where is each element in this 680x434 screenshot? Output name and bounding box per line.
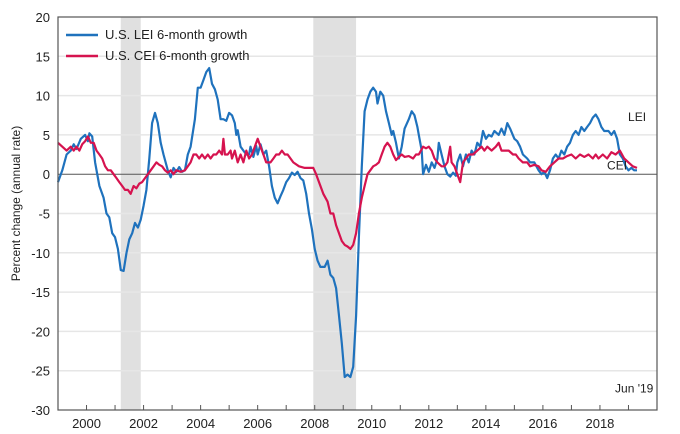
y-tick-label: 20 bbox=[36, 10, 50, 25]
y-tick-label: 0 bbox=[43, 167, 50, 182]
series-line-cei bbox=[57, 135, 638, 250]
x-tick-label: 2004 bbox=[186, 416, 215, 431]
x-tick-label: 2010 bbox=[357, 416, 386, 431]
x-tick-label: 2008 bbox=[300, 416, 329, 431]
x-tick-label: 2000 bbox=[72, 416, 101, 431]
annotation-lei-label: LEI bbox=[628, 110, 646, 124]
annotation-date: Jun '19 bbox=[615, 382, 654, 396]
x-tick-label: 2018 bbox=[585, 416, 614, 431]
y-tick-label: 10 bbox=[36, 89, 50, 104]
legend: U.S. LEI 6-month growth U.S. CEI 6-month… bbox=[66, 27, 250, 63]
y-tick-label: -25 bbox=[31, 364, 50, 379]
y-tick-label: -30 bbox=[31, 403, 50, 418]
x-tick-label: 2002 bbox=[129, 416, 158, 431]
series-line-lei bbox=[56, 67, 637, 379]
legend-item-lei[interactable]: U.S. LEI 6-month growth bbox=[66, 27, 247, 42]
y-tick-label: -20 bbox=[31, 324, 50, 339]
x-tick-label: 2016 bbox=[528, 416, 557, 431]
x-tick-label: 2014 bbox=[471, 416, 500, 431]
x-tick-label: 2012 bbox=[414, 416, 443, 431]
y-tick-label: -10 bbox=[31, 246, 50, 261]
legend-label-lei: U.S. LEI 6-month growth bbox=[105, 27, 247, 42]
y-tick-label: -5 bbox=[38, 207, 50, 222]
x-tick-label: 2006 bbox=[243, 416, 272, 431]
y-axis-title: Percent change (annual rate) bbox=[9, 126, 23, 281]
x-axis-ticks: 2000 2002 2004 2006 2008 2010 2012 2014 2016 2018 bbox=[57, 405, 629, 431]
legend-item-cei[interactable]: U.S. CEI 6-month growth bbox=[66, 48, 250, 63]
gridlines bbox=[58, 55, 657, 372]
plot-frame bbox=[57, 16, 658, 411]
annotation-cei-label: CEI bbox=[607, 158, 627, 172]
legend-label-cei: U.S. CEI 6-month growth bbox=[105, 48, 250, 63]
y-tick-label: -15 bbox=[31, 285, 50, 300]
y-axis-ticks: 20 15 10 5 0 -5 -10 -15 -20 -25 -30 bbox=[31, 10, 50, 418]
y-tick-label: 15 bbox=[36, 49, 50, 64]
y-tick-label: 5 bbox=[43, 128, 50, 143]
series-lines bbox=[56, 67, 638, 379]
